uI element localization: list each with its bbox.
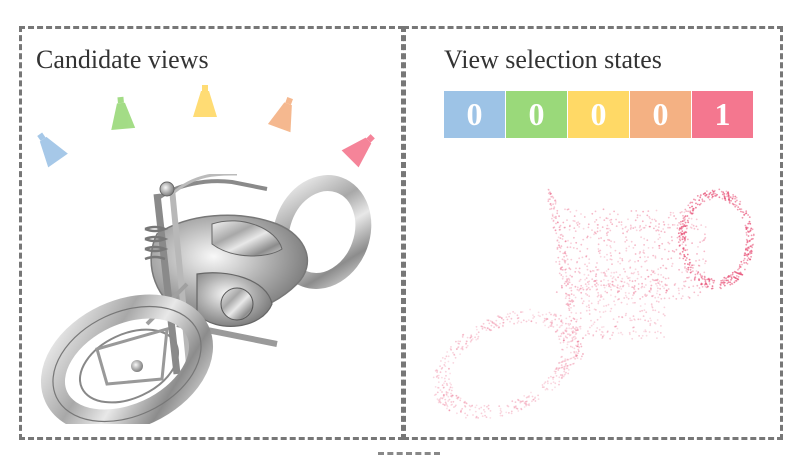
camera-frustum-icon	[267, 97, 293, 133]
camera-frustum-icon	[111, 96, 136, 130]
candidate-views-title: Candidate views	[36, 45, 209, 74]
state-cell-1: 0	[444, 91, 506, 138]
motorcycle-mesh-icon	[40, 174, 372, 424]
candidate-views-panel: Candidate views	[19, 26, 404, 440]
state-cell-2: 0	[506, 91, 568, 138]
camera-frustum-icon	[193, 85, 217, 117]
motorcycle-point-cloud-icon	[432, 188, 755, 419]
camera-frustum-icon	[37, 132, 68, 168]
camera-frustum-icon	[341, 134, 375, 168]
state-cell-4: 0	[630, 91, 692, 138]
state-cell-5: 1	[692, 91, 754, 138]
state-cell-3: 0	[568, 91, 630, 138]
camera-views-group	[37, 85, 375, 168]
view-selection-title: View selection states	[444, 45, 662, 74]
bottom-divider	[378, 452, 440, 459]
